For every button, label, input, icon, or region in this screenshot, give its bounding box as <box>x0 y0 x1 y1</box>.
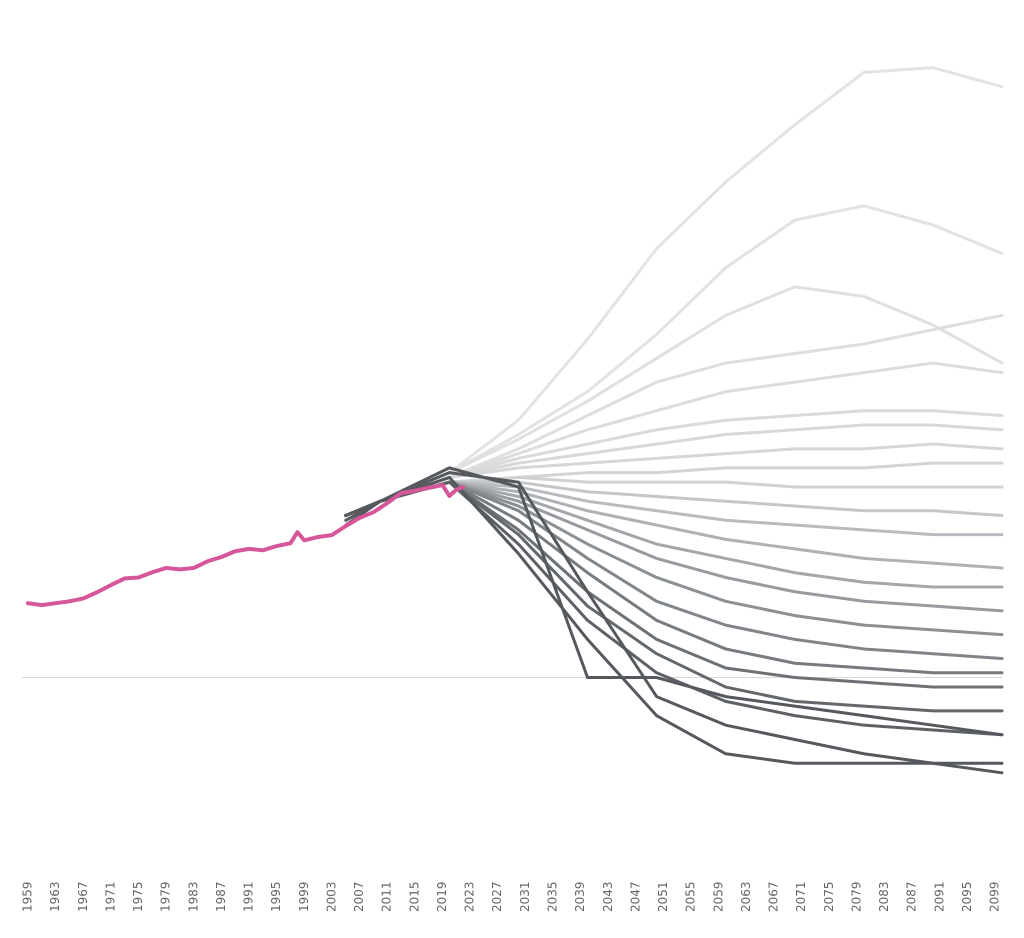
x-tick-label: 1999 <box>297 881 311 912</box>
x-tick-label: 2075 <box>822 881 836 912</box>
x-tick-label: 2043 <box>601 881 615 912</box>
x-tick-label: 2063 <box>739 881 753 912</box>
x-tick-label: 2007 <box>352 881 366 912</box>
x-tick-label: 2083 <box>877 881 891 912</box>
x-tick-label: 2051 <box>656 881 670 912</box>
x-tick-label: 2095 <box>960 881 974 912</box>
x-tick-label: 2091 <box>932 881 946 912</box>
series-line <box>344 480 1004 570</box>
series-line <box>344 480 1004 713</box>
x-tick-label: 1959 <box>21 881 35 912</box>
series-line <box>344 480 1004 660</box>
x-tick-label: 1987 <box>214 881 228 912</box>
x-tick-label: 1983 <box>186 881 200 912</box>
x-tick-label: 1979 <box>159 881 173 912</box>
x-tick-label: 2059 <box>711 881 725 912</box>
x-tick-label: 2027 <box>490 881 504 912</box>
series-line <box>344 475 1004 765</box>
x-tick-label: 2079 <box>849 881 863 912</box>
x-tick-label: 2031 <box>518 881 532 912</box>
series-line <box>344 361 1004 518</box>
x-tick-label: 1971 <box>103 881 117 912</box>
x-tick-label: 2023 <box>463 881 477 912</box>
x-tick-label: 2019 <box>435 881 449 912</box>
x-tick-label: 1963 <box>48 881 62 912</box>
x-tick-label: 1975 <box>131 881 145 912</box>
x-tick-label: 2099 <box>988 881 1002 912</box>
series-line <box>344 466 1004 737</box>
x-tick-label: 1967 <box>76 881 90 912</box>
series-line <box>26 483 466 608</box>
x-tick-label: 2015 <box>407 881 421 912</box>
x-tick-label: 1995 <box>269 881 283 912</box>
x-tick-label: 2055 <box>684 881 698 912</box>
x-tick-label: 2047 <box>628 881 642 912</box>
x-tick-label: 2071 <box>794 881 808 912</box>
x-tick-label: 2003 <box>324 881 338 912</box>
x-tick-label: 2067 <box>767 881 781 912</box>
series-line <box>344 66 1004 518</box>
series-line <box>344 480 1004 637</box>
x-tick-label: 2035 <box>545 881 559 912</box>
series-line <box>344 471 1004 775</box>
x-tick-label: 1991 <box>242 881 256 912</box>
x-tick-label: 2011 <box>380 881 394 912</box>
x-tick-label: 2039 <box>573 881 587 912</box>
x-tick-label: 2087 <box>905 881 919 912</box>
